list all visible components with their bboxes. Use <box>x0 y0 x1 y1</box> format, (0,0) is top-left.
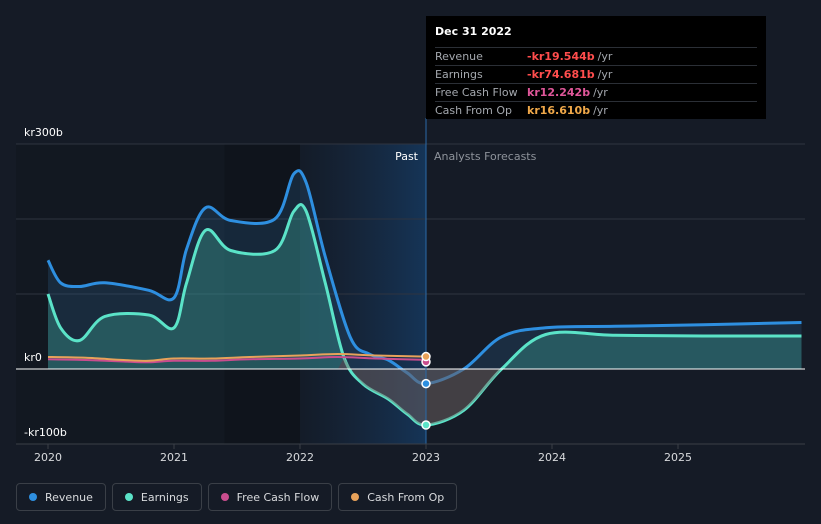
legend-label: Cash From Op <box>367 490 445 504</box>
area-earnings <box>48 204 802 426</box>
legend-item-earnings[interactable]: Earnings <box>111 483 202 511</box>
line-revenue <box>46 169 802 386</box>
y-tick-label: kr300b <box>24 126 63 139</box>
tooltip-row-free-cash-flow: Free Cash Flow kr12.242b /yr <box>435 84 757 102</box>
legend-label: Revenue <box>45 490 93 504</box>
past-label: Past <box>395 150 419 163</box>
series-group <box>46 169 802 427</box>
y-tick-label: kr0 <box>24 351 42 364</box>
x-tick-label: 2020 <box>34 451 62 464</box>
legend: Revenue Earnings Free Cash Flow Cash Fro… <box>16 483 458 511</box>
tooltip-unit: /yr <box>597 50 613 63</box>
negative-earnings-area <box>337 357 502 426</box>
tooltip-label: Free Cash Flow <box>435 86 518 99</box>
tooltip-row-cash-from-op: Cash From Op kr16.610b /yr <box>435 102 757 119</box>
tooltip-label: Revenue <box>435 50 483 63</box>
x-tick-label: 2021 <box>160 451 188 464</box>
marker-revenue <box>421 378 431 389</box>
tooltip-value: -kr74.681b <box>527 68 595 81</box>
tooltip-unit: /yr <box>593 104 608 117</box>
tooltip: Dec 31 2022 Revenue -kr19.544b /yr Earni… <box>426 16 766 119</box>
legend-dot-icon <box>220 493 229 501</box>
tooltip-unit: /yr <box>593 86 608 99</box>
legend-label: Earnings <box>140 490 189 504</box>
x-tick-label: 2023 <box>412 451 440 464</box>
tooltip-label: Cash From Op <box>435 104 513 117</box>
legend-item-revenue[interactable]: Revenue <box>16 483 106 511</box>
tooltip-value: -kr19.544b <box>527 50 595 63</box>
legend-item-cash-from-op[interactable]: Cash From Op <box>338 483 458 511</box>
tooltip-value: kr12.242b <box>527 86 591 99</box>
tooltip-row-revenue: Revenue -kr19.544b /yr <box>435 48 757 66</box>
tooltip-date: Dec 31 2022 <box>435 25 757 48</box>
x-tick-label: 2022 <box>286 451 314 464</box>
forecast-label: Analysts Forecasts <box>434 150 537 163</box>
marker-cash-from-op <box>421 351 431 362</box>
area-revenue <box>48 170 802 384</box>
legend-dot-icon <box>351 493 360 501</box>
tooltip-value: kr16.610b <box>527 104 591 117</box>
line-cash-from-op <box>47 352 427 362</box>
tooltip-row-earnings: Earnings -kr74.681b /yr <box>435 66 757 84</box>
marker-earnings <box>421 420 431 430</box>
legend-label: Free Cash Flow <box>236 490 320 504</box>
line-earnings <box>46 203 802 427</box>
x-tick-label: 2024 <box>538 451 566 464</box>
tooltip-label: Earnings <box>435 68 483 81</box>
legend-item-free-cash-flow[interactable]: Free Cash Flow <box>207 483 333 511</box>
line-free-cash-flow <box>47 355 427 364</box>
legend-dot-icon <box>124 493 133 501</box>
y-tick-label: -kr100b <box>24 426 67 439</box>
legend-dot-icon <box>29 493 37 501</box>
x-tick-label: 2025 <box>664 451 692 464</box>
tooltip-unit: /yr <box>597 68 613 81</box>
